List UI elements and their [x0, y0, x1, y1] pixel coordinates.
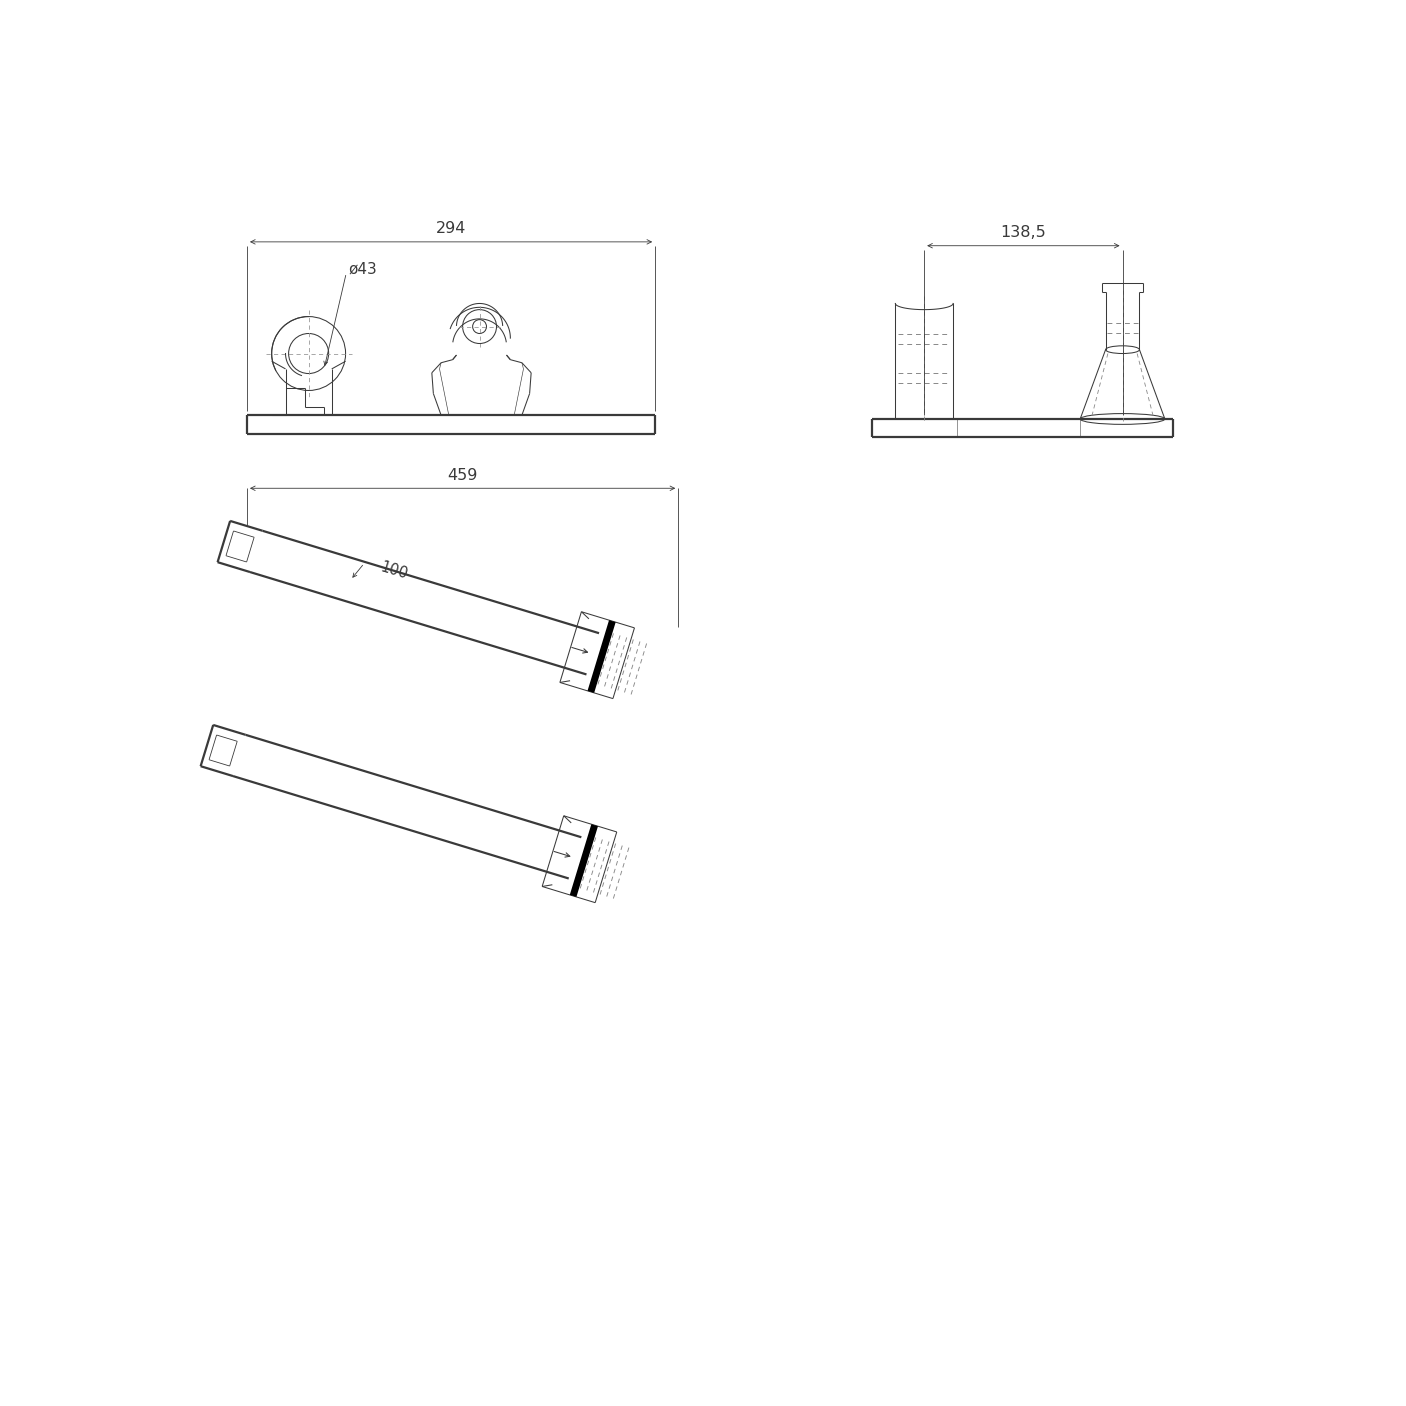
Text: 138,5: 138,5: [1001, 225, 1046, 240]
Text: 100: 100: [378, 560, 409, 582]
Text: 294: 294: [436, 222, 467, 236]
Text: ø43: ø43: [349, 262, 377, 277]
Text: 459: 459: [447, 468, 478, 482]
